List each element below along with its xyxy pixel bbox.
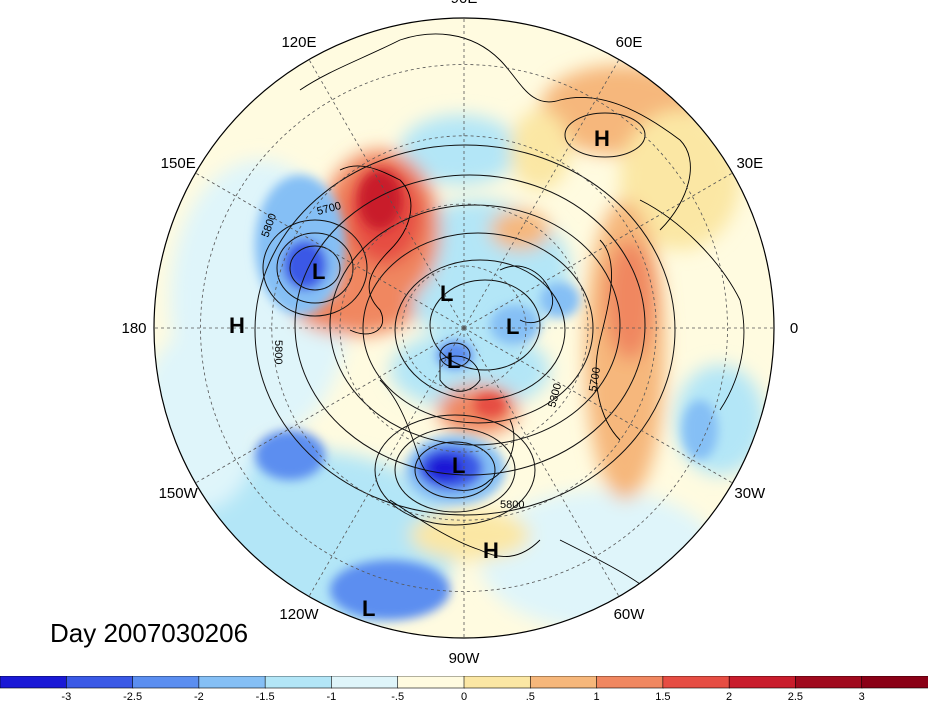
colorbar: -3 -2.5 -2 -1.5 -1 -.5 0 .5 1 1.5 2 2.5 3 <box>0 676 928 702</box>
longitude-label: 120W <box>279 606 319 623</box>
longitude-labels: 90E 60E 30E 0 30W 60W 90W 120W 150W 180 150E 120E <box>121 0 798 667</box>
longitude-label: 30W <box>734 485 766 502</box>
contour-label: 5800 <box>500 499 524 511</box>
longitude-label: 150E <box>161 155 196 172</box>
colorbar-tick-label: -1 <box>327 691 337 702</box>
day-label: Day 2007030206 <box>50 618 249 648</box>
colorbar-box <box>861 676 928 689</box>
low-pressure-marker: L <box>362 596 375 621</box>
colorbar-box <box>132 676 200 689</box>
colorbar-tick-label: -2 <box>194 691 204 702</box>
pressure-systems: H L H L L L L H L <box>229 126 610 621</box>
colorbar-box <box>662 676 730 689</box>
colorbar-box <box>596 676 664 689</box>
colorbar-tick-label: -.5 <box>391 691 404 702</box>
longitude-label: 60E <box>616 34 643 51</box>
high-pressure-marker: H <box>594 126 610 151</box>
low-pressure-marker: L <box>312 259 325 284</box>
longitude-label: 0 <box>790 320 798 337</box>
colorbar-box <box>0 676 68 689</box>
colorbar-tick-label: 2 <box>726 691 732 702</box>
colorbar-tick-label: -1.5 <box>256 691 275 702</box>
colorbar-box <box>795 676 863 689</box>
colorbar-box <box>529 676 598 689</box>
colorbar-tick-label: -2.5 <box>123 691 142 702</box>
colorbar-tick-label: -3 <box>61 691 71 702</box>
high-pressure-marker: H <box>229 313 245 338</box>
contour-label: 5700 <box>587 366 603 392</box>
contour-value-labels: 5700 5800 5800 5700 5300 5800 <box>260 200 604 511</box>
colorbar-tick-label: 1.5 <box>655 691 670 702</box>
colorbar-box <box>264 676 333 689</box>
colorbar-tick-label: .5 <box>526 691 535 702</box>
longitude-label: 90E <box>451 0 478 7</box>
height-contours <box>254 112 676 526</box>
low-pressure-marker: L <box>452 453 465 478</box>
colorbar-box <box>397 676 465 689</box>
colorbar-box <box>65 676 134 689</box>
high-pressure-marker: H <box>483 538 499 563</box>
colorbar-box <box>463 676 532 689</box>
longitude-label: 90W <box>449 650 481 667</box>
map-boundary <box>153 17 775 639</box>
colorbar-box <box>198 676 266 689</box>
longitude-label: 60W <box>614 606 646 623</box>
longitude-label: 30E <box>736 155 763 172</box>
low-pressure-marker: L <box>506 314 519 339</box>
longitude-label: 150W <box>159 485 199 502</box>
colorbar-tick-label: 3 <box>859 691 865 702</box>
colorbar-box <box>331 676 399 689</box>
colorbar-tick-label: 1 <box>594 691 600 702</box>
colorbar-box <box>728 676 797 689</box>
colorbar-tick-label: 0 <box>461 691 467 702</box>
low-pressure-marker: L <box>447 348 460 373</box>
longitude-label: 120E <box>281 34 316 51</box>
colorbar-boxes <box>0 676 928 689</box>
longitude-label: 180 <box>121 320 146 337</box>
graticule <box>154 18 774 638</box>
contour-label: 5800 <box>272 340 284 364</box>
colorbar-ticks: -3 -2.5 -2 -1.5 -1 -.5 0 .5 1 1.5 2 2.5 3 <box>61 691 864 702</box>
colorbar-tick-label: 2.5 <box>788 691 803 702</box>
low-pressure-marker: L <box>440 281 453 306</box>
